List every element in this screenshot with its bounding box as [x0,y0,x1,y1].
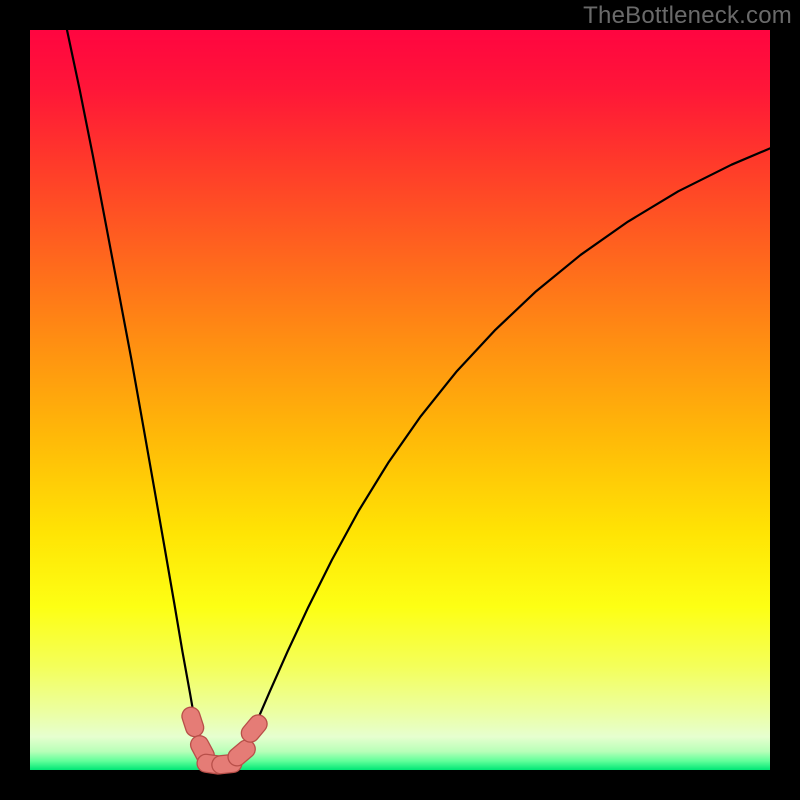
bottleneck-chart [0,0,800,800]
plot-background [30,30,770,770]
chart-container: TheBottleneck.com [0,0,800,800]
